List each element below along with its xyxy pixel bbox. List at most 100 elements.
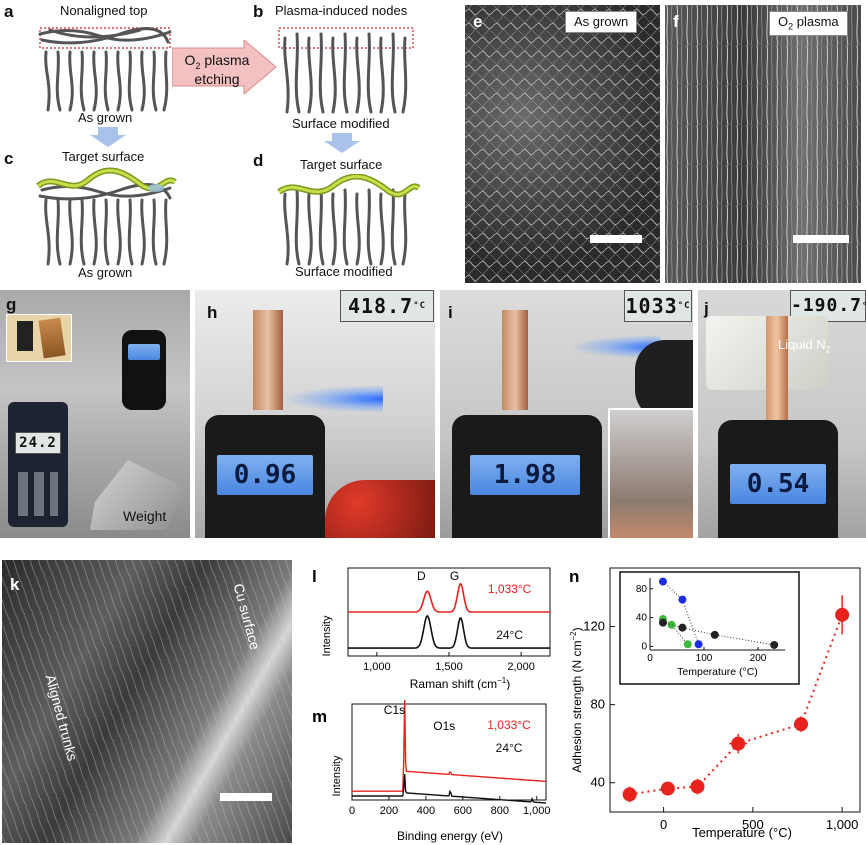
panel-label-m: m bbox=[312, 707, 327, 726]
caption-weight: Weight bbox=[123, 508, 167, 524]
panel-label-l: l bbox=[312, 567, 317, 586]
xps-x-label: Binding energy (eV) bbox=[397, 829, 503, 843]
raman-x-tick-label: 2,000 bbox=[507, 661, 535, 673]
xps-x-tick-label: 200 bbox=[380, 805, 398, 817]
panel-label-i: i bbox=[448, 303, 453, 322]
thermometer-display: 24.2 bbox=[15, 432, 61, 454]
scale-display-j: 0.54 bbox=[730, 464, 826, 504]
schematic-target-surface-c bbox=[36, 167, 177, 266]
adhesion-point bbox=[794, 717, 809, 732]
xps-series-line bbox=[352, 700, 547, 792]
clamp-scale: 0.96 bbox=[205, 415, 325, 538]
hanging-scale bbox=[122, 330, 166, 410]
adhesion-y-tick-label: 40 bbox=[591, 775, 605, 790]
scale-bar bbox=[590, 235, 642, 243]
xps-series-line bbox=[352, 773, 547, 804]
adhesion-x-tick-label: 1,000 bbox=[826, 817, 859, 832]
adhesion-y-tick-label: 120 bbox=[583, 619, 605, 634]
photo-high-temp-test: i 1033°C 1.98 bbox=[440, 290, 693, 538]
sem-image-o2-plasma: f O2 plasma bbox=[665, 5, 861, 283]
panel-label-a: a bbox=[4, 2, 14, 21]
raman-series-label: 1,033°C bbox=[488, 582, 532, 596]
copper-strip bbox=[253, 310, 283, 410]
arrow-label: O2 plasma etching bbox=[184, 52, 250, 88]
panel-label-c: c bbox=[4, 149, 14, 168]
torch bbox=[325, 480, 435, 538]
temperature-display-j: -190.7°C bbox=[790, 290, 866, 322]
adhesion-y-label: Adhesion strength (N cm−2) bbox=[569, 627, 584, 772]
scale-display-i: 1.98 bbox=[470, 455, 580, 495]
xps-chart: m Intensity Binding energy (eV) 0 200 400 6… bbox=[312, 700, 551, 843]
clamp-scale: 1.98 bbox=[452, 415, 602, 538]
adhesion-y-tick-label: 80 bbox=[591, 697, 605, 712]
flame-icon bbox=[283, 385, 383, 413]
inset-point bbox=[770, 640, 779, 649]
sample-inset bbox=[6, 314, 72, 362]
caption-o2-plasma-f: O2 plasma bbox=[769, 11, 848, 37]
inset-photo bbox=[608, 408, 693, 538]
arrow-down-icon bbox=[324, 133, 360, 153]
xps-x-tick-label: 1,000 bbox=[523, 805, 551, 817]
adhesion-point bbox=[731, 736, 746, 751]
panel-label-d: d bbox=[253, 151, 264, 170]
thermometer-device: 24.2 bbox=[8, 402, 68, 527]
raman-series-line bbox=[348, 614, 550, 649]
raman-series-line bbox=[348, 583, 550, 613]
adhesion-x-tick-label: 0 bbox=[660, 817, 667, 832]
copper-strip bbox=[766, 316, 788, 426]
panel-label-e: e bbox=[473, 12, 483, 31]
xps-x-tick-label: 800 bbox=[491, 805, 509, 817]
temperature-display-h: 418.7°C bbox=[340, 290, 434, 322]
caption-liquid-n2: Liquid N2 bbox=[778, 337, 831, 355]
caption-plasma-nodes: Plasma-induced nodes bbox=[275, 3, 408, 18]
caption-surface-modified-d: Surface modified bbox=[295, 264, 393, 279]
caption-nonaligned-top: Nonaligned top bbox=[60, 3, 148, 18]
inset-point bbox=[710, 630, 719, 639]
inset-point bbox=[678, 623, 687, 632]
scale-display-h: 0.96 bbox=[217, 455, 313, 495]
caption-as-grown-c: As grown bbox=[78, 265, 133, 280]
panel-label-j: j bbox=[704, 299, 709, 318]
raman-peak-label: D bbox=[417, 569, 426, 583]
panel-label-b: b bbox=[253, 2, 264, 21]
caption-as-grown-a: As grown bbox=[78, 110, 133, 125]
raman-chart: l Intensity Raman shift (cm−1) 1,000 1,50… bbox=[312, 567, 551, 690]
schematic-as-grown-a bbox=[38, 27, 172, 112]
panel-label-f: f bbox=[673, 12, 679, 31]
inset-y-tick-label: 0 bbox=[641, 641, 647, 652]
raman-peak-label: G bbox=[450, 569, 459, 583]
inset-point bbox=[667, 620, 676, 629]
adhesion-point bbox=[835, 607, 850, 622]
scale-bar bbox=[793, 235, 849, 243]
xps-series-label: 1,033°C bbox=[487, 718, 531, 732]
temperature-display-i: 1033°C bbox=[624, 290, 692, 322]
panel-label-h: h bbox=[207, 303, 218, 322]
adhesion-point bbox=[660, 781, 675, 796]
plasma-arrow-icon bbox=[172, 40, 277, 95]
inset-point bbox=[658, 577, 667, 586]
xps-x-tick-label: 600 bbox=[454, 805, 472, 817]
clamp-scale: 0.54 bbox=[718, 420, 838, 538]
adhesion-point bbox=[690, 779, 705, 794]
xps-peak-label: O1s bbox=[433, 719, 455, 733]
photo-weight-test: g 24.2 Weight bbox=[0, 290, 190, 538]
photo-flame-test: h 418.7°C 0.96 bbox=[195, 290, 435, 538]
inset-point bbox=[694, 640, 703, 649]
panel-label-g: g bbox=[6, 295, 17, 314]
caption-target-surface-c: Target surface bbox=[62, 149, 145, 164]
adhesion-chart: n Adhesion strength (N cm−2) Temperature… bbox=[569, 567, 861, 840]
raman-series-label: 24°C bbox=[496, 628, 523, 642]
inset-y-tick-label: 80 bbox=[636, 584, 648, 595]
caption-as-grown-e: As grown bbox=[565, 11, 638, 34]
sem-image-aligned-trunks: k Aligned trunks Cu surface bbox=[2, 560, 292, 843]
adhesion-x-tick-label: 500 bbox=[742, 817, 764, 832]
adhesion-trend-line bbox=[629, 614, 844, 796]
panel-label-n: n bbox=[569, 567, 579, 586]
raman-x-tick-label: 1,500 bbox=[435, 661, 463, 673]
inset-x-tick-label: 100 bbox=[696, 653, 713, 664]
inset-point bbox=[683, 640, 692, 649]
caption-target-surface-d: Target surface bbox=[300, 157, 383, 172]
inset-y-tick-label: 40 bbox=[636, 613, 648, 624]
adhesion-point bbox=[622, 787, 637, 802]
xps-peak-label: C1s bbox=[384, 703, 405, 717]
